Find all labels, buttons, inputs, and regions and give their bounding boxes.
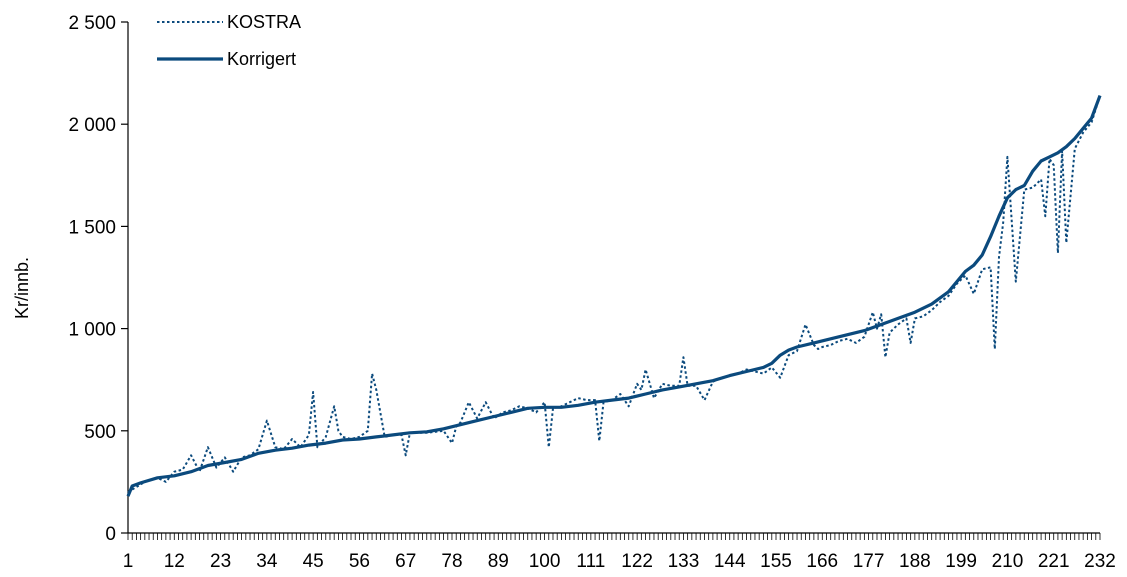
y-tick-label: 500 <box>84 422 116 443</box>
legend-label-kostra: KOSTRA <box>227 12 301 32</box>
y-axis: 0 500 1 000 1 500 2 000 2 500 <box>68 13 129 545</box>
x-tick-label: 221 <box>1038 551 1070 572</box>
x-tick-label: 188 <box>899 551 931 572</box>
x-tick-label: 210 <box>992 551 1024 572</box>
x-tick-label: 133 <box>668 551 700 572</box>
x-tick-label: 155 <box>760 551 792 572</box>
x-tick-label: 232 <box>1084 551 1116 572</box>
x-tick-label: 1 <box>123 551 134 572</box>
y-tick-label: 0 <box>105 524 116 545</box>
x-tick-label: 78 <box>441 551 462 572</box>
y-tick-label: 1 000 <box>68 320 116 341</box>
y-axis-title: Kr/innb. <box>12 257 32 319</box>
x-axis: 1 12 23 34 45 56 67 78 89 100 111 122 133 144 155 166 17… <box>123 532 1116 572</box>
x-tick-label: 34 <box>256 551 278 572</box>
x-tick-label: 122 <box>621 551 653 572</box>
x-tick-label: 177 <box>853 551 885 572</box>
x-tick-label: 89 <box>488 551 509 572</box>
x-tick-label: 111 <box>576 551 605 572</box>
series-line-korrigert <box>126 95 1102 497</box>
x-tick-label: 100 <box>529 551 561 572</box>
y-tick-label: 2 000 <box>68 115 116 136</box>
x-tick-label: 12 <box>164 551 185 572</box>
y-tick-label: 1 500 <box>68 217 116 238</box>
series-line-kostra <box>127 95 1101 493</box>
x-tick-label: 144 <box>714 551 746 572</box>
legend-label-korrigert: Korrigert <box>227 49 296 69</box>
x-tick-label: 199 <box>945 551 977 572</box>
x-tick-label: 166 <box>806 551 838 572</box>
legend: KOSTRA Korrigert <box>157 12 301 69</box>
x-tick-label: 67 <box>395 551 416 572</box>
x-tick-label: 56 <box>349 551 370 572</box>
x-tick-label: 23 <box>210 551 231 572</box>
y-tick-label: 2 500 <box>68 13 116 34</box>
x-tick-label: 45 <box>303 551 324 572</box>
series-lines <box>126 95 1102 497</box>
